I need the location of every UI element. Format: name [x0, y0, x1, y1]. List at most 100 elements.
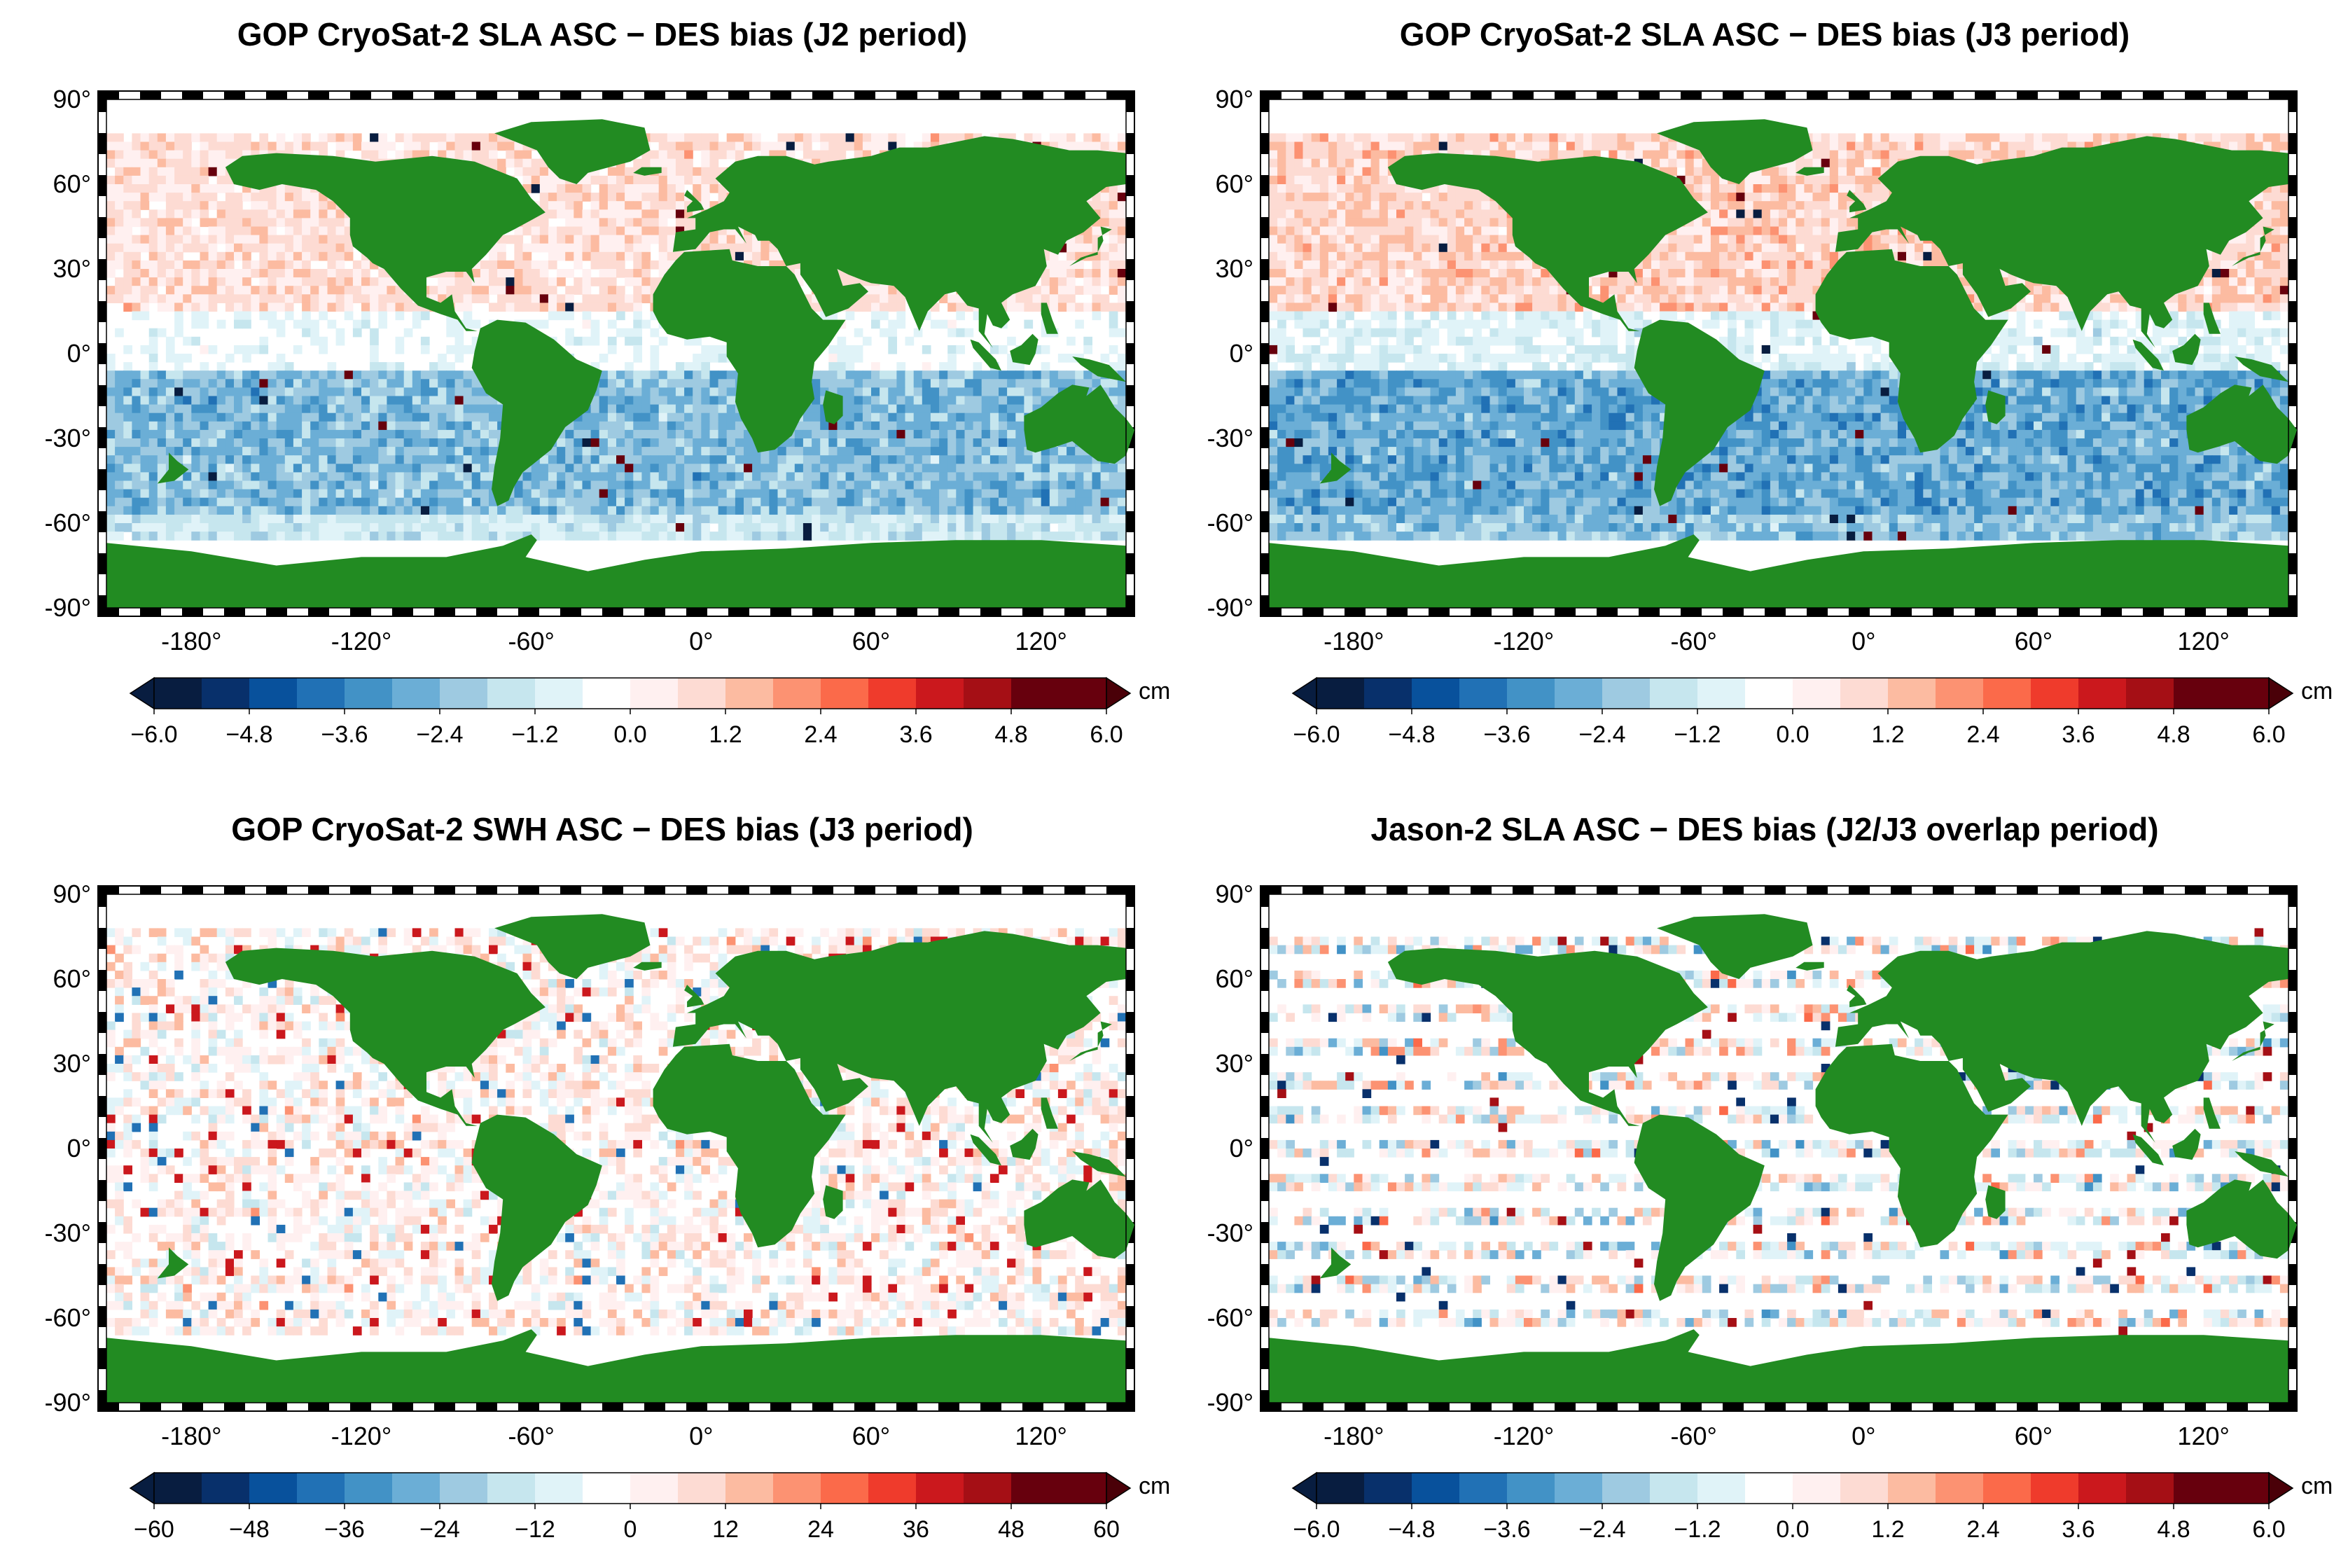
bias-cell [242, 133, 251, 143]
bias-cell [132, 532, 141, 541]
bias-cell [165, 532, 175, 541]
bias-cell [888, 319, 897, 329]
bias-cell [658, 497, 668, 507]
bias-cell [225, 429, 235, 439]
bias-cell [999, 345, 1008, 354]
bias-cell [251, 379, 260, 388]
bias-cell [378, 311, 387, 321]
bias-cell [157, 370, 167, 380]
bias-cell [208, 218, 218, 228]
bias-cell [284, 497, 294, 507]
bias-cell [208, 303, 218, 312]
bias-cell [420, 133, 430, 143]
bias-cell [463, 489, 473, 499]
bias-cell [216, 532, 226, 541]
bias-cell [650, 260, 660, 270]
bias-cell [837, 489, 847, 499]
bias-cell [650, 345, 660, 354]
bias-cell [1100, 464, 1110, 473]
bias-cell [123, 396, 132, 405]
bias-cell [633, 480, 642, 490]
bias-cell [106, 404, 116, 414]
bias-cell [1032, 497, 1042, 507]
bias-cell [123, 269, 132, 278]
bias-cell [1024, 464, 1034, 473]
bias-cell [454, 328, 464, 338]
bias-cell [259, 438, 269, 447]
bias-cell [344, 396, 354, 405]
bias-cell [208, 141, 218, 151]
bias-cell [302, 514, 311, 524]
bias-cell [1015, 421, 1024, 431]
bias-cell [165, 523, 175, 532]
bias-cell [200, 464, 209, 473]
bias-cell [633, 193, 642, 202]
bias-cell [981, 523, 991, 532]
bias-cell [1100, 514, 1110, 524]
bias-cell [268, 286, 277, 295]
bias-cell [922, 514, 931, 524]
bias-cell [590, 328, 600, 338]
bias-cell [132, 251, 141, 261]
bias-cell [1092, 489, 1102, 499]
bias-cell [607, 429, 617, 439]
bias-cell [981, 464, 991, 473]
bias-cell [557, 269, 566, 278]
bias-cell [548, 209, 557, 218]
frame-tick [392, 608, 413, 616]
bias-cell [268, 497, 277, 507]
bias-cell [522, 260, 532, 270]
bias-cell [106, 226, 116, 236]
bias-cell [378, 447, 387, 456]
bias-cell [148, 447, 158, 456]
bias-cell [769, 464, 779, 473]
bias-cell [531, 294, 541, 303]
bias-cell [633, 294, 642, 303]
bias-cell [319, 396, 328, 405]
bias-cell [480, 429, 489, 439]
bias-cell [123, 506, 132, 515]
bias-cell [361, 370, 370, 380]
bias-cell [327, 514, 337, 524]
bias-cell [132, 201, 141, 210]
bias-cell [625, 336, 634, 346]
bias-cell [259, 260, 269, 270]
bias-cell [438, 438, 447, 447]
bias-cell [1015, 489, 1024, 499]
bias-cell [276, 523, 286, 532]
bias-cell [140, 464, 150, 473]
bias-cell [582, 480, 592, 490]
bias-cell [471, 523, 481, 532]
bias-cell [115, 184, 124, 193]
bias-cell [641, 294, 651, 303]
bias-cell [352, 141, 362, 151]
bias-cell [361, 286, 370, 295]
bias-cell [1067, 141, 1076, 151]
bias-cell [1049, 133, 1059, 143]
bias-cell [1024, 480, 1034, 490]
bias-cell [812, 379, 821, 388]
bias-cell [582, 514, 592, 524]
bias-cell [208, 464, 218, 473]
bias-cell [284, 379, 294, 388]
bias-cell [599, 235, 609, 244]
bias-cell [896, 133, 906, 143]
bias-cell [590, 455, 600, 464]
bias-cell [1041, 387, 1050, 397]
bias-cell [769, 472, 779, 482]
bias-cell [123, 345, 132, 354]
bias-cell [446, 412, 455, 422]
bias-cell [1083, 277, 1092, 286]
bias-cell [862, 294, 872, 303]
bias-cell [148, 218, 158, 228]
bias-cell [378, 396, 387, 405]
bias-cell [633, 319, 642, 329]
bias-cell [947, 523, 957, 532]
bias-cell [344, 379, 354, 388]
bias-cell [760, 523, 770, 532]
bias-cell [565, 506, 574, 515]
bias-cell [1117, 184, 1127, 193]
bias-cell [981, 421, 991, 431]
bias-cell [123, 218, 132, 228]
bias-cell [947, 294, 957, 303]
